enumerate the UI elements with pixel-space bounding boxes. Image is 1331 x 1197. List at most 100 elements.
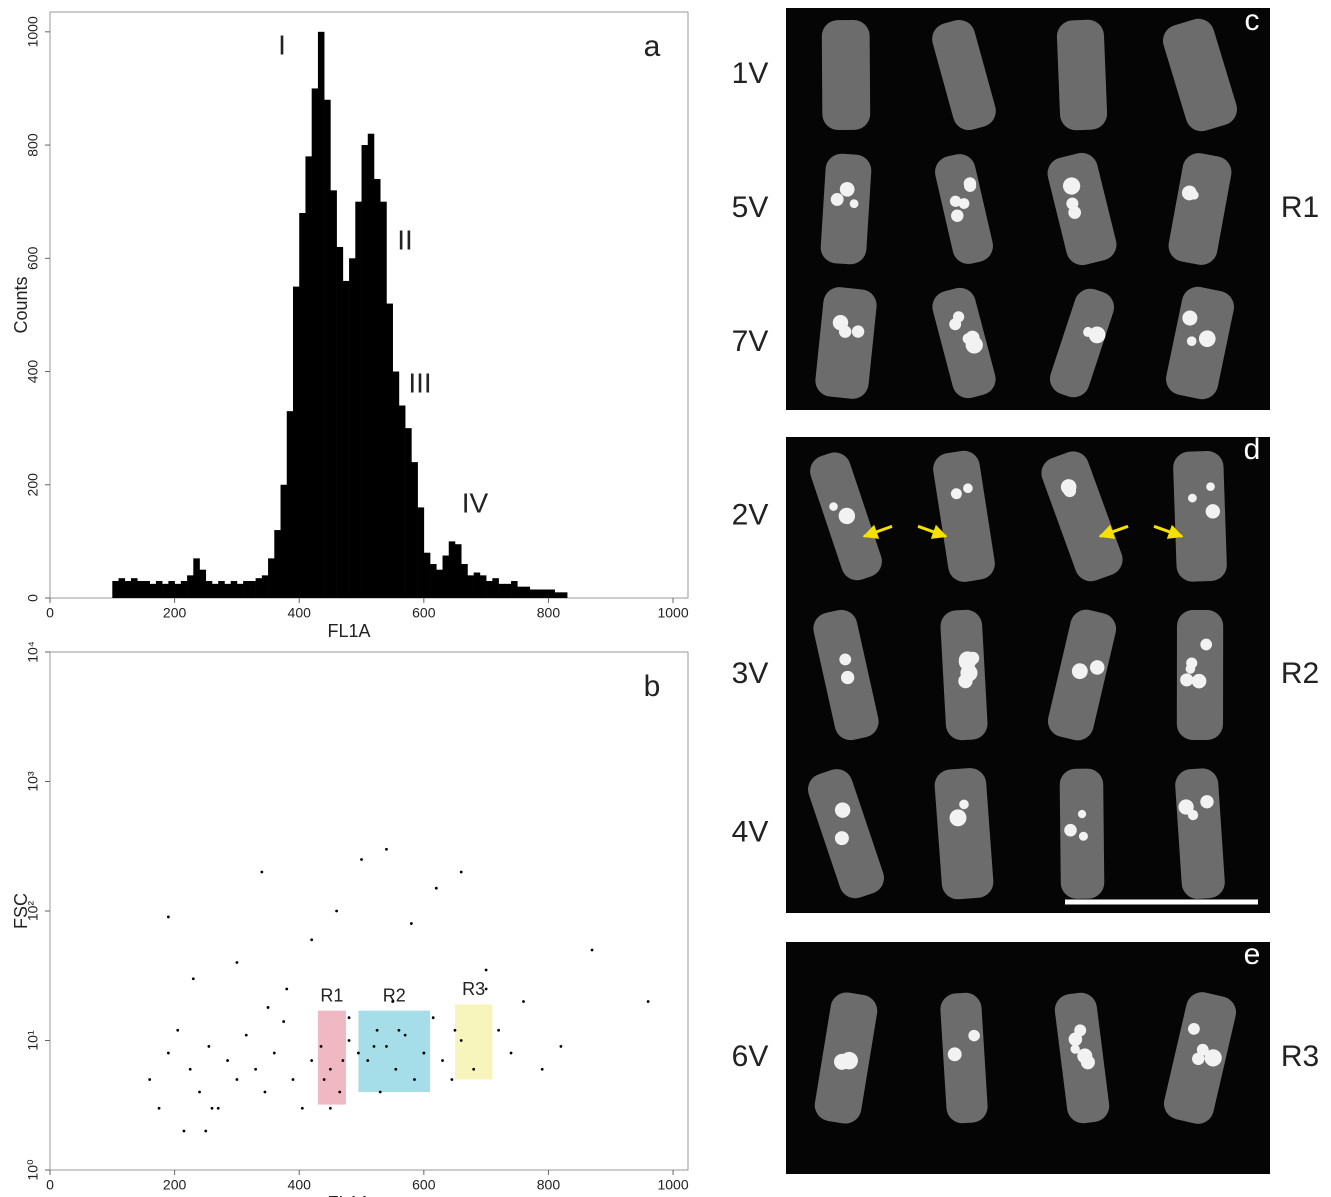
- signal: [1088, 326, 1106, 344]
- signal: [949, 809, 967, 827]
- chromosome: [810, 452, 882, 581]
- chromosome: [1047, 609, 1117, 741]
- signal: [1186, 336, 1197, 347]
- y-tick-label: 800: [25, 133, 41, 157]
- scatter-point: [375, 1028, 379, 1032]
- chromatid: [821, 20, 871, 130]
- scatter-point: [254, 1067, 258, 1071]
- scatter-point: [322, 1078, 326, 1081]
- signal: [834, 831, 849, 846]
- scatter-point: [590, 948, 594, 952]
- histogram-bar: [486, 581, 493, 598]
- arrow: [917, 524, 948, 539]
- signal: [849, 199, 859, 209]
- x-axis-title: FL1A: [327, 1193, 370, 1197]
- signal: [1181, 185, 1197, 201]
- histogram-bar: [405, 428, 412, 598]
- signal: [1071, 663, 1088, 680]
- chromosome: [820, 153, 872, 265]
- scatter-point: [207, 1045, 211, 1048]
- signal: [1080, 1055, 1095, 1070]
- chromatid: [940, 992, 988, 1124]
- signal: [1206, 482, 1215, 492]
- signal: [1198, 330, 1216, 348]
- histogram-bar: [442, 555, 450, 598]
- signal: [1062, 177, 1081, 195]
- chromosome: [1059, 768, 1105, 899]
- chromosome: [1041, 451, 1123, 582]
- histogram-bar: [430, 564, 437, 598]
- histogram-bar: [218, 581, 225, 598]
- chromatid: [1162, 18, 1238, 132]
- signal: [1187, 493, 1197, 503]
- row-label: 1V: [732, 57, 769, 90]
- scatter-point: [191, 977, 195, 981]
- histogram-bar: [305, 156, 312, 598]
- scatter-point: [484, 968, 488, 972]
- x-tick-label: 200: [163, 605, 187, 621]
- chromosome: [1049, 288, 1115, 398]
- signal: [968, 1029, 980, 1042]
- histogram-bar: [560, 592, 568, 598]
- histogram-bar: [361, 145, 369, 598]
- y-tick-label: 10⁴: [25, 641, 41, 663]
- signal: [839, 181, 855, 197]
- scatter-point: [338, 1090, 342, 1094]
- histogram-bar: [205, 581, 213, 598]
- chromatid: [934, 768, 994, 900]
- signal: [1070, 1044, 1080, 1054]
- histogram-bar: [535, 589, 543, 598]
- scatter-point: [434, 886, 438, 890]
- peak-annotation: IV: [462, 487, 489, 518]
- region-label: R2: [1281, 657, 1319, 690]
- scatter-point: [391, 1000, 395, 1003]
- histogram-bar: [336, 246, 344, 598]
- chromatid: [932, 287, 996, 399]
- histogram-bar: [118, 578, 126, 598]
- histogram-bar: [130, 578, 138, 598]
- chromosome: [932, 287, 996, 399]
- scatter-point: [272, 1051, 276, 1055]
- scatter-point: [188, 1067, 192, 1071]
- histogram-bar: [180, 581, 188, 598]
- y-tick-label: 600: [25, 246, 41, 270]
- chromatid: [1166, 286, 1234, 400]
- histogram-bar: [255, 578, 263, 598]
- histogram-bar: [286, 411, 294, 598]
- scatter-point: [497, 1028, 500, 1032]
- scatter-point: [484, 987, 488, 991]
- signal: [829, 502, 838, 511]
- histogram-bar: [423, 552, 431, 598]
- chromatid: [1049, 288, 1115, 398]
- scatter-point: [291, 1078, 295, 1081]
- histogram-bar: [268, 558, 275, 598]
- histogram-bar: [211, 583, 219, 598]
- chromosome: [1168, 153, 1232, 265]
- row-label: 7V: [732, 325, 769, 358]
- scatter-point: [394, 1067, 398, 1071]
- histogram-bar: [473, 572, 481, 598]
- y-tick-label: 200: [25, 473, 41, 497]
- histogram-bar: [236, 583, 244, 598]
- signal: [947, 1047, 962, 1062]
- scatter-point: [431, 1016, 435, 1020]
- signal: [830, 192, 844, 206]
- histogram-bar: [504, 583, 512, 598]
- scatter-point: [472, 1067, 476, 1071]
- row-label: 2V: [732, 498, 769, 531]
- signal: [958, 673, 973, 689]
- histogram-bar: [324, 99, 331, 598]
- scatter-point: [450, 1078, 454, 1081]
- peak-annotation: III: [408, 367, 431, 398]
- scatter-point: [385, 1045, 388, 1048]
- panel-label: a: [644, 30, 661, 63]
- histogram-bar: [398, 405, 406, 598]
- chromosome: [1047, 152, 1117, 266]
- signal: [951, 209, 964, 222]
- histogram-bar: [112, 581, 119, 598]
- signal: [959, 799, 969, 810]
- histogram-bar: [479, 575, 487, 598]
- signal: [1200, 638, 1213, 651]
- arrow: [862, 524, 893, 539]
- scatter-point: [372, 1045, 376, 1048]
